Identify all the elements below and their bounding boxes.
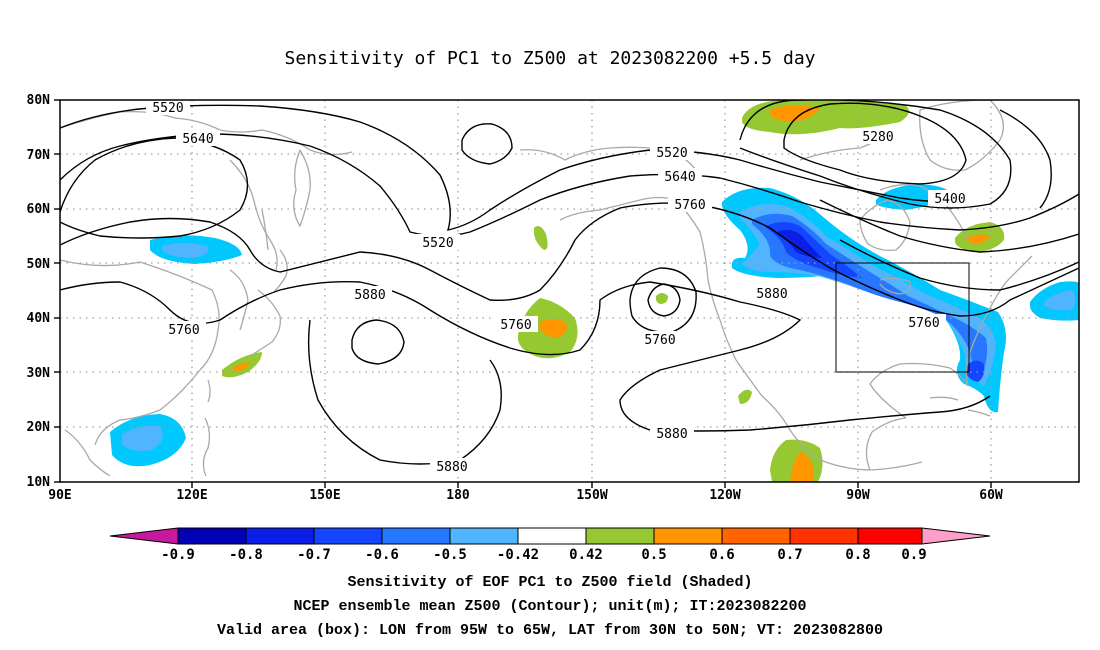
shade-blob-labrador-core [966, 234, 990, 244]
lat-label: 30N [27, 366, 51, 381]
shade-blob-japan-core [232, 362, 250, 372]
lon-label: 150E [309, 488, 340, 503]
contour-label: 5760 [908, 316, 939, 331]
colorbar-low-triangle [110, 528, 178, 544]
colorbar-swatch [518, 528, 586, 544]
contour-label: 5760 [500, 318, 531, 333]
colorbar-swatch [382, 528, 450, 544]
colorbar-high-triangle [922, 528, 990, 544]
shade-blob-mexico-small [738, 389, 752, 404]
shaded-sensitivity [110, 100, 1079, 482]
shade-blob-central-pacific-core [540, 319, 567, 338]
shade-blob-nw-pacific-core [162, 243, 209, 258]
colorbar-label: -0.7 [297, 547, 331, 563]
shade-blob-scs-core [122, 425, 163, 452]
lat-label: 40N [27, 311, 51, 326]
colorbar-swatch [858, 528, 922, 544]
contour-label: 5280 [862, 130, 893, 145]
shade-blob-aleutian [534, 226, 548, 250]
lon-label: 90W [846, 488, 870, 503]
map-frame [59, 99, 1080, 483]
lat-label: 70N [27, 148, 51, 163]
shade-blob-arctic-core [770, 105, 820, 122]
lat-label: 50N [27, 257, 51, 272]
colorbar-swatch [178, 528, 246, 544]
contour-label: 5520 [152, 101, 183, 116]
colorbar-swatch [586, 528, 654, 544]
colorbar-label: -0.8 [229, 547, 263, 563]
colorbar-swatch [450, 528, 518, 544]
contour-label: 5880 [436, 460, 467, 475]
shade-blob-atlantic-core [1044, 290, 1076, 311]
lat-label: 80N [27, 93, 51, 108]
colorbar-label: -0.5 [433, 547, 467, 563]
colorbar-label: 0.8 [845, 547, 870, 563]
contour-labels: 5520 5640 5520 5520 5640 5760 5280 5400 … [146, 99, 972, 475]
lat-labels: 80N 70N 60N 50N 40N 30N 20N 10N [27, 93, 51, 490]
contour-label: 5400 [934, 192, 965, 207]
lon-label: 60W [979, 488, 1003, 503]
contour-label: 5640 [664, 170, 695, 185]
contour-label: 5880 [354, 288, 385, 303]
shade-blob-mexico-core [790, 452, 814, 482]
lat-label: 10N [27, 475, 51, 490]
lon-label: 180 [446, 488, 470, 503]
contour-label: 5640 [182, 132, 213, 147]
lon-label: 120E [176, 488, 207, 503]
shade-blob-namerica-08 [778, 229, 822, 258]
colorbar-label: 0.42 [569, 547, 603, 563]
colorbar-swatch [790, 528, 858, 544]
colorbar-swatch [722, 528, 790, 544]
lon-label: 90E [48, 488, 71, 503]
z500-contours [60, 100, 1079, 465]
colorbar-swatch [314, 528, 382, 544]
lon-label: 150W [576, 488, 607, 503]
colorbar-swatch [246, 528, 314, 544]
valid-area-box [835, 262, 970, 373]
contour-label: 5880 [656, 427, 687, 442]
contour-label: 5880 [756, 287, 787, 302]
contour-label: 5520 [422, 236, 453, 251]
colorbar-label: -0.42 [497, 547, 539, 563]
colorbar-label: 0.5 [641, 547, 666, 563]
colorbar-label: -0.6 [365, 547, 399, 563]
contour-label: 5520 [656, 146, 687, 161]
colorbar-label: 0.6 [709, 547, 734, 563]
colorbar-label: 0.7 [777, 547, 802, 563]
contour-label: 5760 [674, 198, 705, 213]
colorbar-label: -0.9 [161, 547, 195, 563]
colorbar: -0.9 -0.8 -0.7 -0.6 -0.5 -0.42 0.42 0.5 … [109, 527, 991, 563]
shade-blob-florida [966, 360, 985, 382]
shade-blob-low-center [655, 293, 668, 304]
caption-line-3: Valid area (box): LON from 95W to 65W, L… [216, 622, 884, 639]
colorbar-swatch [654, 528, 722, 544]
contour-label: 5760 [168, 323, 199, 338]
lon-labels: 90E 120E 150E 180 150W 120W 90W 60W [48, 488, 1003, 503]
lat-label: 60N [27, 202, 51, 217]
contour-label: 5760 [644, 333, 675, 348]
lon-label: 120W [709, 488, 740, 503]
caption-line-2: NCEP ensemble mean Z500 (Contour); unit(… [293, 598, 807, 615]
caption-line-1: Sensitivity of EOF PC1 to Z500 field (Sh… [347, 574, 753, 591]
page-title: Sensitivity of PC1 to Z500 at 2023082200… [284, 48, 816, 69]
tick-marks [54, 99, 992, 488]
lat-label: 20N [27, 420, 51, 435]
colorbar-label: 0.9 [901, 547, 926, 563]
